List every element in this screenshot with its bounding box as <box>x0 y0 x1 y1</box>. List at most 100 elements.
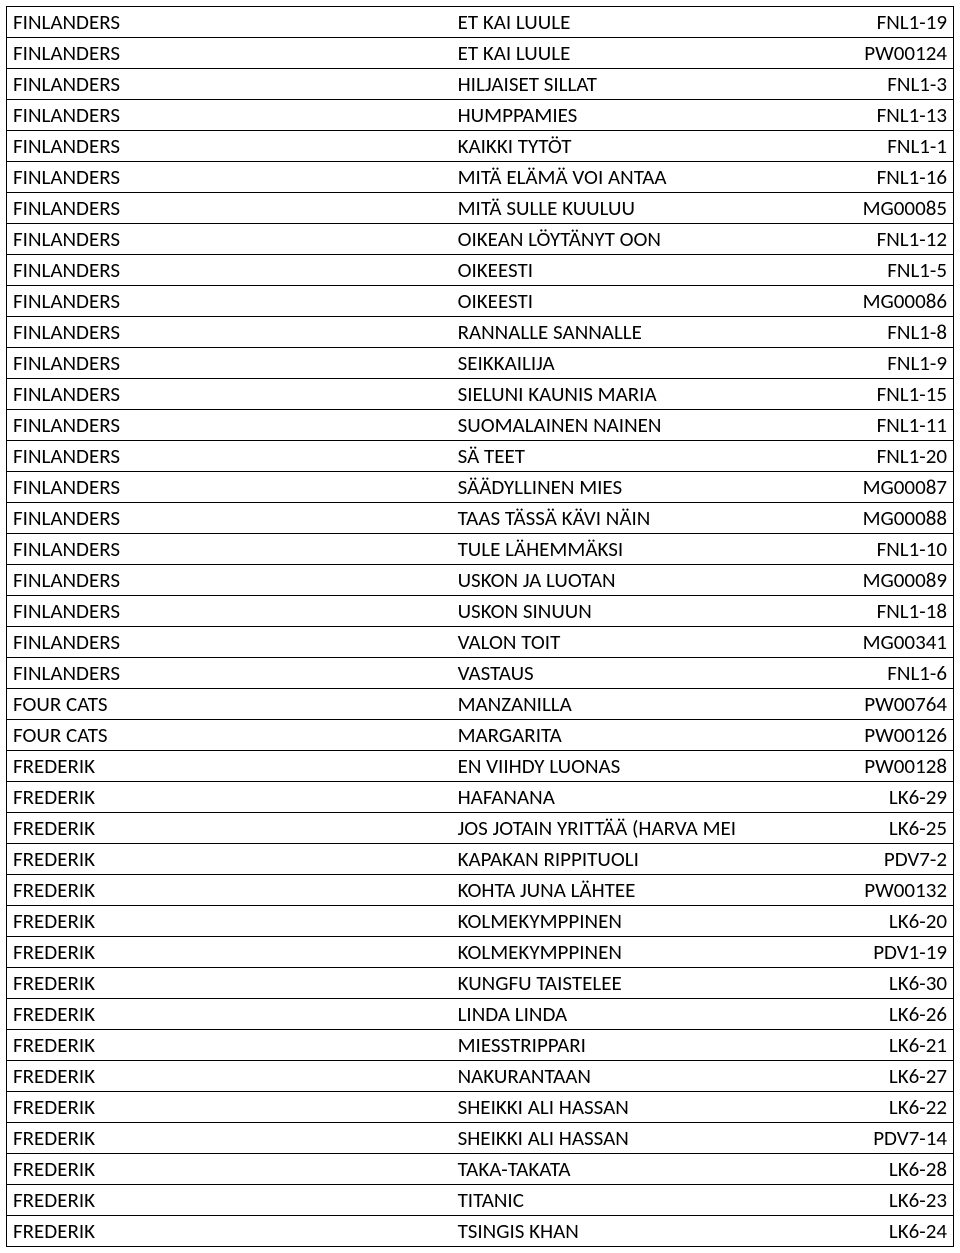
table-row: FINLANDERSSUOMALAINEN NAINENFNL1-11 <box>7 410 954 441</box>
table-row: FINLANDERSMITÄ SULLE KUULUUMG00085 <box>7 193 954 224</box>
table-row: FINLANDERSET KAI LUULEPW00124 <box>7 38 954 69</box>
artist-cell: FREDERIK <box>7 751 452 782</box>
code-cell: FNL1-6 <box>811 658 953 689</box>
title-cell: LINDA LINDA <box>452 999 812 1030</box>
code-cell: PW00132 <box>811 875 953 906</box>
code-cell: PDV7-2 <box>811 844 953 875</box>
code-cell: FNL1-5 <box>811 255 953 286</box>
title-cell: MITÄ SULLE KUULUU <box>452 193 812 224</box>
table-row: FINLANDERSUSKON SINUUNFNL1-18 <box>7 596 954 627</box>
code-cell: LK6-28 <box>811 1154 953 1185</box>
artist-cell: FREDERIK <box>7 1030 452 1061</box>
table-row: FREDERIKKOLMEKYMPPINENLK6-20 <box>7 906 954 937</box>
artist-cell: FREDERIK <box>7 844 452 875</box>
table-row: FINLANDERSSÄ TEETFNL1-20 <box>7 441 954 472</box>
code-cell: FNL1-9 <box>811 348 953 379</box>
code-cell: LK6-20 <box>811 906 953 937</box>
table-row: FREDERIKKOLMEKYMPPINENPDV1-19 <box>7 937 954 968</box>
table-row: FINLANDERSOIKEESTIFNL1-5 <box>7 255 954 286</box>
code-cell: LK6-24 <box>811 1216 953 1247</box>
table-row: FINLANDERSHILJAISET SILLATFNL1-3 <box>7 69 954 100</box>
title-cell: USKON SINUUN <box>452 596 812 627</box>
code-cell: LK6-29 <box>811 782 953 813</box>
table-row: FREDERIKLINDA LINDALK6-26 <box>7 999 954 1030</box>
artist-cell: FINLANDERS <box>7 100 452 131</box>
title-cell: SIELUNI KAUNIS MARIA <box>452 379 812 410</box>
artist-cell: FOUR CATS <box>7 689 452 720</box>
title-cell: OIKEESTI <box>452 255 812 286</box>
artist-cell: FREDERIK <box>7 1216 452 1247</box>
title-cell: KUNGFU TAISTELEE <box>452 968 812 999</box>
title-cell: KAPAKAN RIPPITUOLI <box>452 844 812 875</box>
code-cell: LK6-23 <box>811 1185 953 1216</box>
title-cell: VASTAUS <box>452 658 812 689</box>
table-row: FINLANDERSTAAS TÄSSÄ KÄVI NÄINMG00088 <box>7 503 954 534</box>
table-row: FINLANDERSKAIKKI TYTÖTFNL1-1 <box>7 131 954 162</box>
code-cell: FNL1-1 <box>811 131 953 162</box>
table-row: FREDERIKKOHTA JUNA LÄHTEEPW00132 <box>7 875 954 906</box>
artist-cell: FREDERIK <box>7 906 452 937</box>
title-cell: SÄ TEET <box>452 441 812 472</box>
title-cell: JOS JOTAIN YRITTÄÄ (HARVA MEI <box>452 813 812 844</box>
artist-cell: FINLANDERS <box>7 534 452 565</box>
artist-cell: FREDERIK <box>7 1092 452 1123</box>
artist-cell: FINLANDERS <box>7 7 452 38</box>
table-row: FREDERIKJOS JOTAIN YRITTÄÄ (HARVA MEILK6… <box>7 813 954 844</box>
code-cell: FNL1-20 <box>811 441 953 472</box>
artist-cell: FINLANDERS <box>7 627 452 658</box>
code-cell: PW00124 <box>811 38 953 69</box>
title-cell: HUMPPAMIES <box>452 100 812 131</box>
title-cell: ET KAI LUULE <box>452 7 812 38</box>
title-cell: USKON JA LUOTAN <box>452 565 812 596</box>
artist-cell: FINLANDERS <box>7 348 452 379</box>
code-cell: MG00085 <box>811 193 953 224</box>
table-row: FINLANDERSVASTAUSFNL1-6 <box>7 658 954 689</box>
table-row: FREDERIKEN VIIHDY LUONASPW00128 <box>7 751 954 782</box>
artist-cell: FINLANDERS <box>7 193 452 224</box>
artist-cell: FINLANDERS <box>7 38 452 69</box>
artist-cell: FINLANDERS <box>7 131 452 162</box>
artist-cell: FINLANDERS <box>7 317 452 348</box>
table-row: FINLANDERSTULE LÄHEMMÄKSIFNL1-10 <box>7 534 954 565</box>
table-row: FREDERIKSHEIKKI ALI HASSANPDV7-14 <box>7 1123 954 1154</box>
code-cell: MG00087 <box>811 472 953 503</box>
title-cell: RANNALLE SANNALLE <box>452 317 812 348</box>
title-cell: MITÄ ELÄMÄ VOI ANTAA <box>452 162 812 193</box>
title-cell: KOHTA JUNA LÄHTEE <box>452 875 812 906</box>
title-cell: TSINGIS KHAN <box>452 1216 812 1247</box>
code-cell: FNL1-18 <box>811 596 953 627</box>
title-cell: EN VIIHDY LUONAS <box>452 751 812 782</box>
title-cell: SEIKKAILIJA <box>452 348 812 379</box>
title-cell: HAFANANA <box>452 782 812 813</box>
title-cell: VALON TOIT <box>452 627 812 658</box>
title-cell: MANZANILLA <box>452 689 812 720</box>
artist-cell: FREDERIK <box>7 999 452 1030</box>
title-cell: SÄÄDYLLINEN MIES <box>452 472 812 503</box>
title-cell: MIESSTRIPPARI <box>452 1030 812 1061</box>
table-row: FINLANDERSVALON TOITMG00341 <box>7 627 954 658</box>
artist-cell: FINLANDERS <box>7 658 452 689</box>
table-row: FINLANDERSOIKEESTIMG00086 <box>7 286 954 317</box>
artist-cell: FINLANDERS <box>7 255 452 286</box>
artist-cell: FINLANDERS <box>7 286 452 317</box>
code-cell: FNL1-15 <box>811 379 953 410</box>
artist-cell: FREDERIK <box>7 782 452 813</box>
table-row: FREDERIKMIESSTRIPPARILK6-21 <box>7 1030 954 1061</box>
code-cell: LK6-26 <box>811 999 953 1030</box>
title-cell: TITANIC <box>452 1185 812 1216</box>
table-row: FINLANDERSSEIKKAILIJAFNL1-9 <box>7 348 954 379</box>
artist-cell: FREDERIK <box>7 813 452 844</box>
artist-cell: FREDERIK <box>7 1061 452 1092</box>
title-cell: TAAS TÄSSÄ KÄVI NÄIN <box>452 503 812 534</box>
code-cell: MG00089 <box>811 565 953 596</box>
artist-cell: FREDERIK <box>7 1123 452 1154</box>
table-row: FINLANDERSET KAI LUULEFNL1-19 <box>7 7 954 38</box>
code-cell: LK6-22 <box>811 1092 953 1123</box>
title-cell: MARGARITA <box>452 720 812 751</box>
song-list-table: FINLANDERSET KAI LUULEFNL1-19FINLANDERSE… <box>6 6 954 1247</box>
title-cell: SHEIKKI ALI HASSAN <box>452 1092 812 1123</box>
artist-cell: FREDERIK <box>7 1154 452 1185</box>
table-row: FREDERIKTSINGIS KHANLK6-24 <box>7 1216 954 1247</box>
artist-cell: FINLANDERS <box>7 379 452 410</box>
artist-cell: FINLANDERS <box>7 472 452 503</box>
